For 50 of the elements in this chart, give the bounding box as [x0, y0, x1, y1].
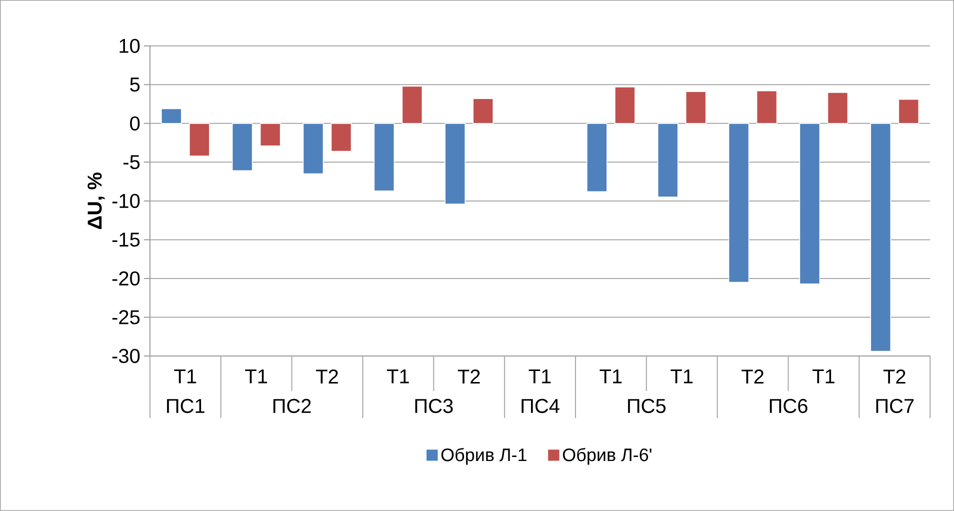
- bar: [402, 86, 423, 124]
- bar: [302, 123, 324, 174]
- bar: [374, 123, 395, 192]
- x-tick-label: T1: [528, 370, 551, 384]
- bar: [188, 123, 210, 156]
- x-tick-label: T2: [458, 370, 480, 384]
- text: ПС1: [167, 398, 204, 414]
- bar: [756, 90, 778, 124]
- y-tick-label: 5: [130, 78, 140, 92]
- text: ПС6: [770, 398, 808, 414]
- y-tick-label: -5: [124, 155, 140, 170]
- bar: [657, 123, 678, 198]
- bar: [472, 98, 494, 124]
- x-tick-label: T1: [670, 370, 693, 384]
- text: ПС3: [415, 398, 453, 414]
- x-tick-label: T2: [316, 370, 338, 384]
- x-tick-label: T1: [600, 370, 622, 384]
- y-tick-label: -30: [112, 348, 140, 364]
- x-tick-label: T2: [883, 370, 906, 384]
- bar: [260, 123, 281, 146]
- y-axis-title: ΔU, %: [88, 172, 105, 230]
- bar: [799, 123, 820, 284]
- y-tick-label: -25: [112, 310, 140, 324]
- bar: [827, 92, 848, 124]
- bar: [160, 108, 182, 124]
- x-tick-label: T1: [812, 370, 834, 384]
- text: ПС4: [522, 398, 560, 414]
- x-tick-label: T2: [742, 370, 764, 384]
- bar: [685, 91, 706, 124]
- bar: [232, 123, 253, 172]
- x-tick-label: T1: [386, 370, 409, 384]
- bar: [614, 86, 636, 124]
- bar: [898, 99, 920, 124]
- y-tick-label: -15: [112, 232, 140, 247]
- x-tick-label: T1: [174, 370, 196, 384]
- text: ПС5: [628, 398, 666, 414]
- bar: [870, 123, 892, 352]
- bar: [330, 123, 352, 152]
- legend-label: Обрив Л-6': [562, 448, 652, 465]
- y-tick-label: -10: [112, 194, 140, 208]
- y-tick-label: -20: [112, 271, 140, 286]
- bar: [586, 123, 608, 192]
- x-tick-label: T1: [245, 370, 268, 384]
- text: ПС7: [876, 398, 914, 414]
- y-tick-label: 0: [130, 116, 140, 131]
- legend-label: Обрив Л-1: [441, 448, 526, 465]
- y-tick-label: 10: [120, 38, 140, 54]
- bar: [444, 123, 466, 204]
- text: ПС2: [273, 398, 311, 414]
- bar: [728, 123, 750, 283]
